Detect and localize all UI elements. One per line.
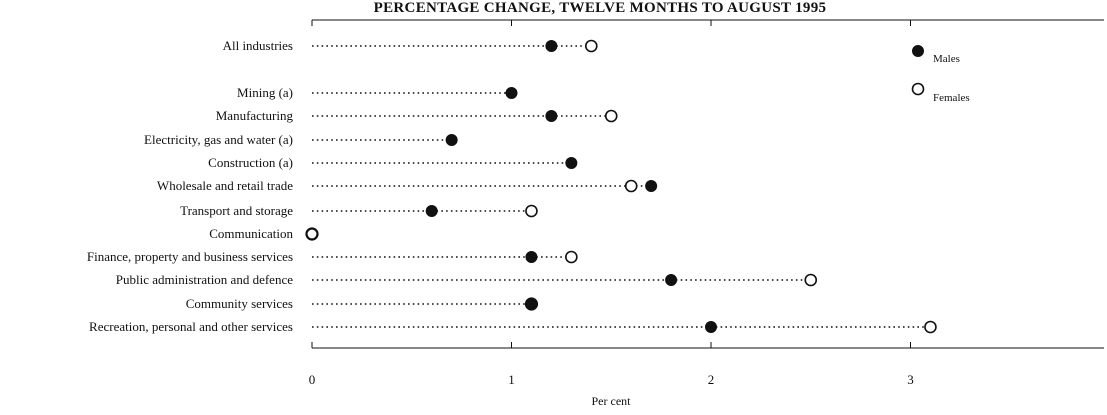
legend-female-label: Females	[933, 92, 970, 104]
x-axis-title: Per cent	[592, 394, 632, 408]
male-marker	[524, 297, 539, 311]
category-label: Transport and storage	[180, 203, 293, 218]
category-label: All industries	[223, 38, 293, 53]
male-marker	[545, 110, 558, 122]
female-marker	[525, 204, 538, 218]
legend: Males Females	[911, 45, 970, 104]
male-marker	[425, 205, 438, 217]
legend-male-label: Males	[933, 53, 960, 65]
category-label: Mining (a)	[237, 85, 293, 100]
x-tick-label: 2	[708, 372, 715, 387]
legend-male-marker	[912, 45, 924, 57]
category-label: Community services	[186, 296, 293, 311]
category-label: Recreation, personal and other services	[89, 319, 293, 334]
x-tick-label: 0	[309, 372, 316, 387]
category-label: Communication	[209, 226, 293, 241]
female-marker	[804, 273, 818, 287]
category-label: Electricity, gas and water (a)	[144, 132, 293, 147]
male-marker	[445, 134, 458, 146]
category-label: Public administration and defence	[116, 272, 293, 287]
category-label: Finance, property and business services	[87, 249, 293, 264]
male-marker	[645, 180, 658, 192]
data-rows	[305, 39, 937, 334]
female-marker	[924, 320, 937, 334]
male-marker	[525, 251, 538, 263]
male-marker	[565, 157, 578, 169]
male-marker	[505, 87, 518, 99]
category-label: Wholesale and retail trade	[157, 178, 293, 193]
category-label: Manufacturing	[216, 108, 294, 123]
male-marker	[305, 227, 319, 241]
chart-title: PERCENTAGE CHANGE, TWELVE MONTHS TO AUGU…	[374, 0, 827, 16]
x-tick-label: 1	[508, 372, 515, 387]
category-label: Construction (a)	[208, 155, 293, 170]
legend-female-marker	[911, 82, 925, 96]
female-marker	[584, 39, 598, 53]
male-marker	[705, 321, 717, 333]
female-marker	[565, 250, 578, 264]
female-marker	[624, 179, 638, 193]
axes: 0 1 2 3	[309, 19, 1104, 387]
female-marker	[604, 109, 618, 123]
category-labels: All industries Mining (a) Manufacturing Ele…	[87, 38, 294, 334]
x-tick-label: 3	[907, 372, 914, 387]
male-marker	[665, 274, 678, 286]
male-marker	[545, 40, 558, 52]
